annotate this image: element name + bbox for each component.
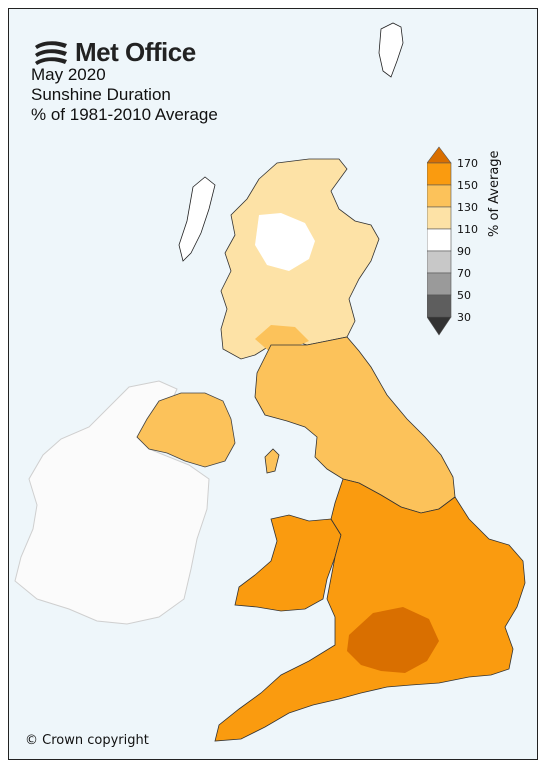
- legend-bin-70-90: [427, 250, 452, 274]
- legend-bin-130-150: [427, 184, 452, 208]
- western-isles: [178, 176, 216, 262]
- legend-axis-label: % of Average: [487, 150, 502, 237]
- copyright-notice: © Crown copyright: [25, 733, 149, 748]
- scotland-sunny-interior: [255, 213, 315, 271]
- legend-bin-150-170: [427, 162, 452, 186]
- northern-ireland: [136, 392, 236, 468]
- northern-isles: [378, 22, 404, 78]
- title-baseline: % of 1981-2010 Average: [31, 105, 218, 124]
- wales: [234, 514, 342, 612]
- legend-colorbar: [427, 146, 452, 336]
- legend-tick-70: 70: [457, 267, 471, 280]
- legend-tick-110: 110: [457, 223, 478, 236]
- legend-tick-50: 50: [457, 289, 471, 302]
- met-office-swoosh-icon: [35, 40, 67, 65]
- brand-name: Met Office: [75, 37, 196, 67]
- met-office-logo: Met Office: [33, 37, 196, 68]
- uk-sunshine-map: [14, 22, 526, 742]
- legend-bin-50-70: [427, 272, 452, 296]
- isle-of-man: [264, 448, 280, 474]
- legend-bin-30-50: [427, 294, 452, 318]
- legend-tick-170: 170: [457, 157, 478, 170]
- legend-tick-30: 30: [457, 311, 471, 324]
- legend-tick-150: 150: [457, 179, 478, 192]
- legend-tick-90: 90: [457, 245, 471, 258]
- southern-england: [214, 478, 526, 742]
- legend-bin-under-30: [427, 316, 452, 336]
- peak-sunshine-zone: [347, 607, 439, 673]
- title-month: May 2020: [31, 65, 106, 84]
- title-variable: Sunshine Duration: [31, 85, 171, 104]
- legend-bin-110-130: [427, 206, 452, 230]
- legend-bin-over-170: [427, 146, 452, 164]
- map-frame: Met Office May 2020 Sunshine Duration % …: [8, 8, 538, 760]
- legend-bin-90-110: [427, 228, 452, 252]
- legend-tick-130: 130: [457, 201, 478, 214]
